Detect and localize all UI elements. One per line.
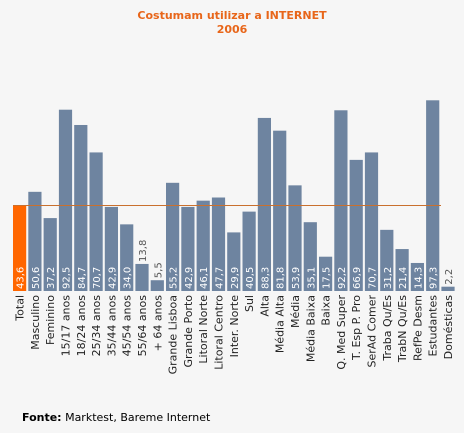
- bar: [288, 185, 302, 291]
- value-label: 47,7: [215, 267, 226, 289]
- category-label: Q. Med Super: [335, 295, 348, 370]
- bar: [196, 200, 210, 291]
- category-label: 18/24 anos: [75, 295, 88, 357]
- value-label: 13,8: [138, 240, 149, 262]
- value-label: 29,9: [230, 267, 241, 289]
- category-label: Baixa: [320, 295, 333, 326]
- value-label: 70,7: [368, 267, 379, 289]
- value-label: 2,2: [444, 269, 455, 285]
- value-label: 43,6: [16, 267, 27, 289]
- category-label: T. Esp P. Pro: [350, 295, 363, 361]
- category-label: 25/34 anos: [90, 295, 103, 357]
- bar: [135, 263, 149, 291]
- value-label: 84,7: [77, 267, 88, 289]
- bar: [150, 280, 164, 291]
- bar: [74, 124, 88, 291]
- value-label: 53,9: [291, 267, 302, 289]
- category-label: + 64 anos: [151, 295, 164, 352]
- value-label: 35,1: [306, 267, 317, 289]
- value-label: 92,2: [337, 267, 348, 289]
- category-label: Inter. Norte: [228, 295, 241, 358]
- bar: [257, 117, 271, 291]
- value-label: 31,2: [383, 267, 394, 289]
- source-note: Fonte: Marktest, Bareme Internet: [22, 411, 210, 424]
- bar: [181, 206, 195, 291]
- bar: [28, 191, 42, 291]
- chart-subtitle: 2006: [216, 23, 248, 36]
- category-label: Litoral Centro: [213, 295, 226, 370]
- value-label: 88,3: [260, 267, 271, 289]
- bar: [120, 224, 134, 291]
- bar: [227, 232, 241, 291]
- category-label: Feminino: [44, 295, 57, 345]
- bar: [13, 205, 27, 291]
- category-label: Grande Porto: [182, 295, 195, 368]
- value-label: 34,0: [123, 267, 134, 289]
- category-label: TrabN Qu/Es: [396, 295, 409, 363]
- bar: [395, 249, 409, 291]
- category-label: Domésticas: [442, 295, 455, 360]
- value-label: 97,3: [429, 267, 440, 289]
- category-label: Média Alta: [274, 295, 287, 353]
- bar: [349, 159, 363, 291]
- value-label: 92,5: [62, 267, 73, 289]
- category-label: Alta: [258, 295, 271, 317]
- category-label: Sul: [243, 295, 256, 312]
- value-label: 42,9: [184, 267, 195, 289]
- value-label: 46,1: [199, 267, 210, 289]
- category-label: Grande Lisboa: [167, 295, 180, 374]
- bar: [334, 110, 348, 292]
- value-label: 55,2: [169, 267, 180, 289]
- bar: [43, 218, 57, 291]
- category-label: Estudantes: [427, 295, 440, 357]
- source-text: Marktest, Bareme Internet: [65, 411, 211, 424]
- bar: [273, 130, 287, 291]
- value-label: 17,5: [322, 267, 333, 289]
- category-label: 35/44 anos: [105, 295, 118, 357]
- value-label: 70,7: [92, 267, 103, 289]
- value-label: 81,8: [276, 267, 287, 289]
- value-label: 50,6: [31, 267, 42, 289]
- bar: [410, 262, 424, 291]
- bar: [319, 256, 333, 291]
- category-label: Média Baixa: [304, 295, 317, 362]
- bar: [426, 100, 440, 292]
- bar: [242, 211, 256, 291]
- bar: [380, 229, 394, 291]
- value-label: 14,3: [413, 267, 424, 289]
- bar: [441, 286, 455, 291]
- bar: [58, 109, 73, 291]
- category-label: Litoral Norte: [197, 295, 210, 364]
- value-label: 21,4: [398, 267, 409, 289]
- bar: [211, 197, 226, 291]
- source-label: Fonte:: [22, 411, 62, 424]
- bar: [303, 222, 317, 291]
- category-label: RefPe Desm: [411, 295, 424, 361]
- category-label: 15/17 anos: [60, 295, 73, 357]
- value-label: 5,5: [153, 262, 164, 278]
- category-label: SerAd Comer: [366, 295, 379, 368]
- bar: [166, 182, 180, 291]
- chart-title: Costumam utilizar a INTERNET 2006: [0, 9, 464, 37]
- bar: [104, 206, 118, 291]
- category-label: 55/64 anos: [136, 295, 149, 357]
- value-label: 66,9: [352, 267, 363, 289]
- category-label: Total: [14, 295, 27, 322]
- value-label: 40,5: [245, 267, 256, 289]
- value-label: 42,9: [107, 267, 118, 289]
- value-label: 37,2: [46, 267, 57, 289]
- category-label: Média: [289, 295, 302, 328]
- bar: [364, 152, 379, 291]
- category-label: Traba Qu/Es: [381, 295, 394, 362]
- category-label: 45/54 anos: [121, 295, 134, 357]
- bar: [89, 152, 103, 291]
- category-label: Masculino: [29, 295, 42, 350]
- chart-title-line: Costumam utilizar a INTERNET: [137, 9, 327, 22]
